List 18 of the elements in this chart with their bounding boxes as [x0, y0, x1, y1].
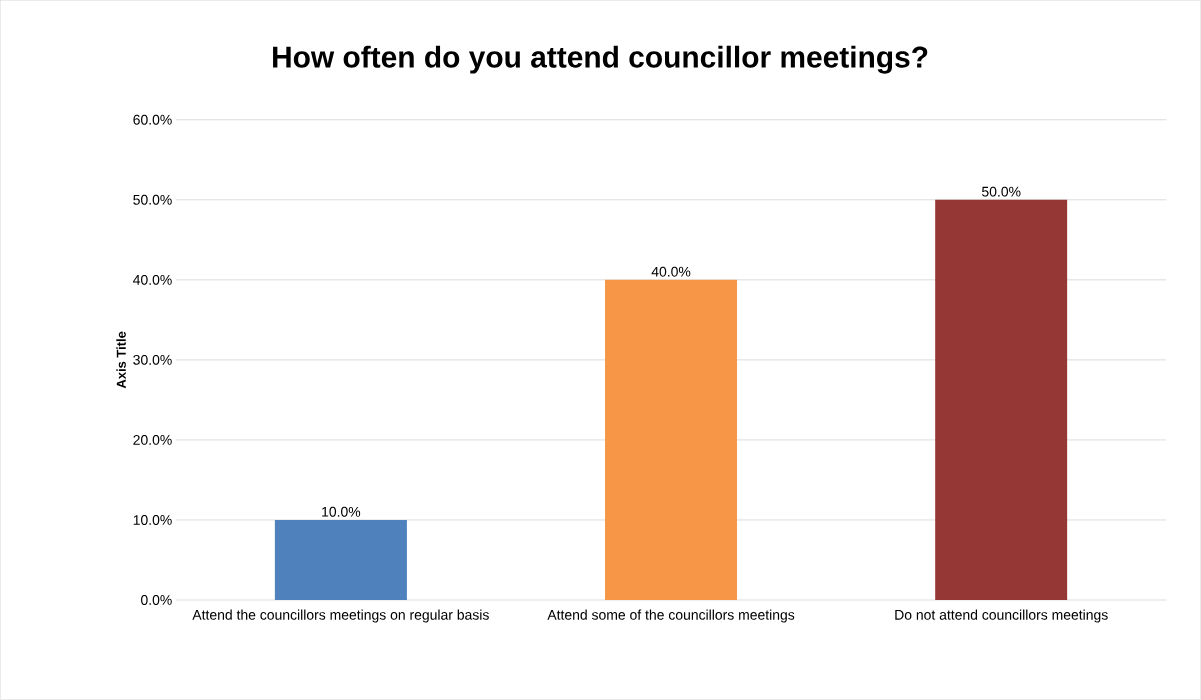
y-tick-label: 40.0%: [133, 275, 172, 285]
x-tick-label: Attend the councillors meetings on regular basis: [192, 609, 489, 623]
data-label: 10.0%: [322, 506, 361, 517]
y-tick-label: 10.0%: [133, 515, 172, 526]
data-label: 50.0%: [982, 186, 1021, 197]
x-tick-label: Do not attend councillors meetings: [895, 609, 1108, 623]
bar: [935, 199, 1068, 601]
y-axis-title: Axis Title: [116, 331, 126, 389]
bar: [274, 520, 407, 601]
bar: [605, 279, 738, 601]
y-tick-label: 30.0%: [133, 355, 172, 365]
y-tick-label: 50.0%: [133, 194, 172, 205]
y-tick-label: 0.0%: [141, 595, 172, 606]
x-tick-label: Attend some of the councillors meetings: [547, 609, 795, 623]
y-tick-label: 60.0%: [133, 114, 172, 125]
y-tick-label: 20.0%: [133, 435, 172, 445]
data-label: 40.0%: [651, 266, 691, 277]
chart-title: How often do you attend councillor meetings?: [273, 45, 928, 74]
